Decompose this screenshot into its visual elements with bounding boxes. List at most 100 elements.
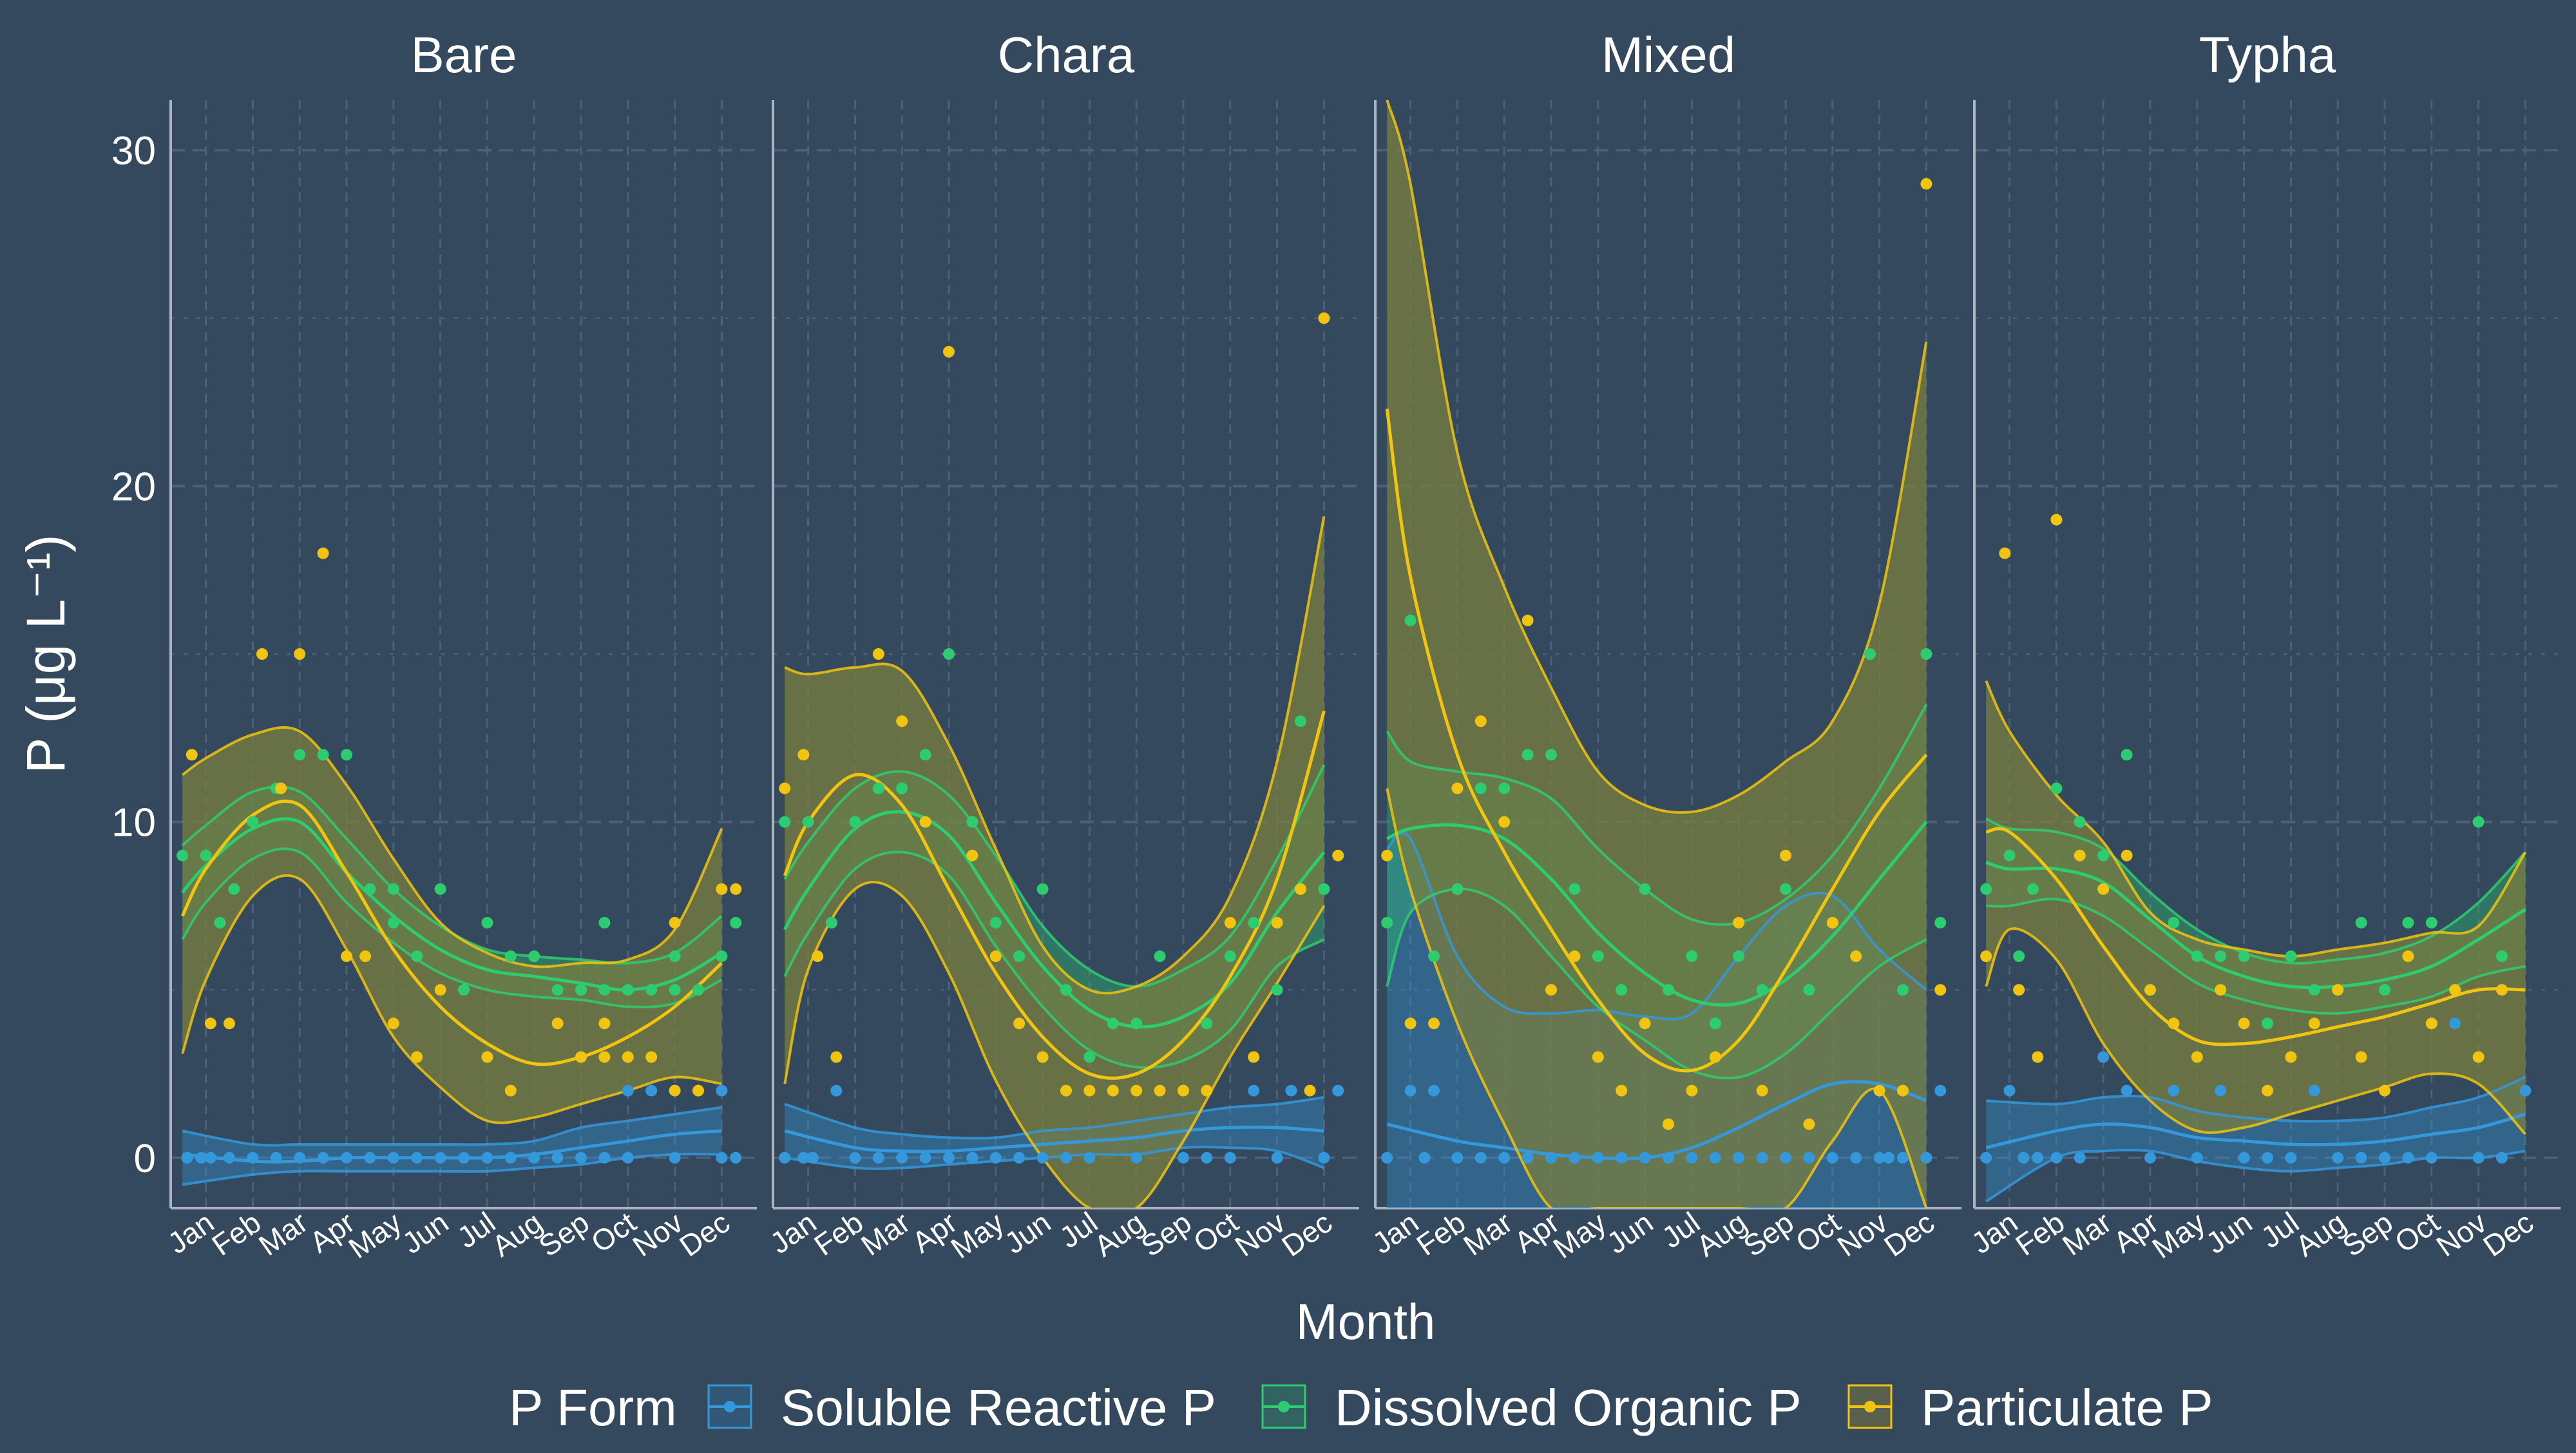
- data-point: [1060, 1151, 1072, 1164]
- x-tick-label: Dec: [1878, 1206, 1940, 1264]
- data-point: [830, 1051, 843, 1063]
- x-tick-label: Jun: [396, 1206, 455, 1260]
- data-point: [1332, 1084, 1344, 1097]
- data-point: [2121, 749, 2133, 761]
- data-point: [1295, 715, 1306, 727]
- y-tick-label: 20: [111, 465, 156, 509]
- data-point: [387, 1151, 399, 1164]
- data-point: [575, 1051, 587, 1063]
- data-point: [364, 883, 376, 895]
- data-point: [1060, 1084, 1072, 1097]
- data-point: [481, 1151, 493, 1164]
- data-point: [1616, 984, 1628, 996]
- data-point: [1569, 1151, 1581, 1164]
- fit-line: [1386, 821, 1928, 1007]
- data-point: [896, 782, 908, 794]
- data-point: [1733, 916, 1745, 929]
- data-point: [411, 950, 423, 963]
- data-point: [802, 816, 814, 828]
- data-point: [1248, 1051, 1260, 1063]
- data-point: [1663, 1118, 1674, 1130]
- data-point: [1780, 883, 1791, 895]
- data-point: [1686, 950, 1698, 963]
- data-point: [1201, 1151, 1213, 1164]
- data-point: [2332, 984, 2344, 996]
- fit-line: [783, 710, 1326, 1080]
- data-point: [2018, 1151, 2030, 1164]
- data-point: [1522, 1151, 1534, 1164]
- data-point: [177, 849, 189, 861]
- x-tick-label: Sep: [1737, 1206, 1800, 1264]
- data-point: [730, 1151, 742, 1164]
- data-point: [275, 782, 287, 794]
- data-point: [2285, 950, 2297, 963]
- band-edge-line: [182, 726, 723, 968]
- legend-key-point: [1278, 1401, 1290, 1412]
- data-point: [2074, 816, 2086, 828]
- data-point: [1592, 1151, 1604, 1164]
- data-point: [1873, 1151, 1885, 1164]
- data-point: [1381, 1151, 1393, 1164]
- data-point: [1318, 1151, 1330, 1164]
- data-point: [1780, 849, 1791, 861]
- data-point: [1404, 1084, 1417, 1097]
- data-point: [966, 1151, 978, 1164]
- plot-area: [177, 547, 742, 1186]
- data-point: [779, 1151, 791, 1164]
- legend: P Form Soluble Reactive P Dissolved Organi…: [509, 1379, 2213, 1436]
- data-point: [341, 950, 352, 963]
- data-point: [2215, 984, 2227, 996]
- data-point: [247, 816, 259, 828]
- data-point: [1404, 614, 1417, 626]
- data-point: [1709, 1017, 1721, 1030]
- data-point: [1474, 715, 1487, 727]
- data-point: [2332, 1151, 2344, 1164]
- data-point: [1428, 1084, 1440, 1097]
- data-point: [1271, 984, 1283, 996]
- data-point: [1295, 883, 1306, 895]
- data-point: [622, 1051, 634, 1063]
- data-point: [1639, 883, 1651, 895]
- data-point: [2215, 1084, 2227, 1097]
- data-point: [1980, 950, 1992, 963]
- data-point: [224, 1151, 235, 1164]
- data-point: [1271, 1151, 1283, 1164]
- data-point: [598, 984, 611, 996]
- data-point: [186, 749, 198, 761]
- data-point: [2191, 1151, 2203, 1164]
- legend-title: P Form: [509, 1379, 677, 1436]
- facet-title: Chara: [998, 26, 1135, 83]
- data-point: [716, 883, 728, 895]
- data-point: [317, 547, 329, 559]
- data-point: [1826, 916, 1838, 929]
- data-point: [2496, 1151, 2508, 1164]
- data-point: [1178, 1151, 1189, 1164]
- x-tick-label: Jun: [1601, 1206, 1659, 1260]
- data-point: [1451, 883, 1464, 895]
- data-point: [575, 984, 587, 996]
- data-point: [1709, 1151, 1721, 1164]
- band-edge-line: [783, 851, 1325, 1069]
- data-point: [256, 648, 268, 660]
- y-tick-label: 0: [134, 1137, 156, 1181]
- data-point: [2355, 916, 2367, 929]
- data-point: [669, 950, 681, 963]
- data-point: [294, 1151, 306, 1164]
- data-point: [2032, 1151, 2044, 1164]
- data-point: [1474, 1151, 1487, 1164]
- data-point: [2168, 916, 2180, 929]
- data-point: [2425, 1017, 2438, 1030]
- data-point: [1178, 1084, 1189, 1097]
- data-point: [2032, 1051, 2044, 1063]
- data-point: [1131, 1017, 1143, 1030]
- data-point: [1826, 1151, 1838, 1164]
- data-point: [1332, 849, 1344, 861]
- data-point: [1381, 849, 1393, 861]
- data-point: [730, 883, 742, 895]
- data-point: [2472, 816, 2485, 828]
- data-point: [989, 1151, 1002, 1164]
- legend-key-point: [1864, 1401, 1876, 1412]
- data-point: [1545, 749, 1557, 761]
- y-tick-label: 10: [111, 801, 156, 845]
